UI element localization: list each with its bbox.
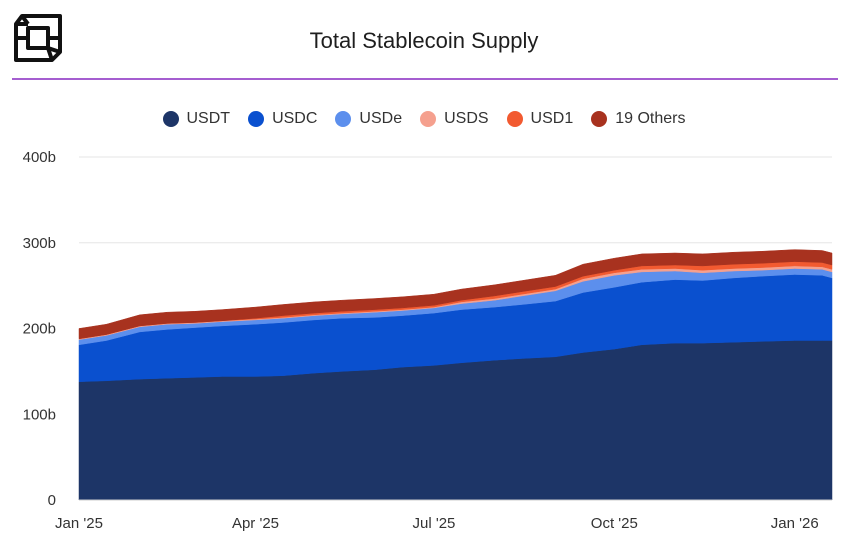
legend-label: 19 Others xyxy=(615,110,686,127)
legend-label: USDT xyxy=(186,110,231,127)
legend-swatch xyxy=(248,111,265,127)
chart-legend: USDT USDC USDe USDS USD1 19 Others xyxy=(0,110,848,128)
x-tick-label: Apr '25 xyxy=(232,515,279,532)
y-tick-label: 100b xyxy=(23,406,56,423)
legend-item-5[interactable]: 19 Others xyxy=(591,110,686,128)
legend-label: USDe xyxy=(359,110,403,127)
chart-title: Total Stablecoin Supply xyxy=(309,28,539,53)
chart-header: Total Stablecoin Supply xyxy=(0,0,848,80)
y-tick-label: 0 xyxy=(48,492,56,509)
legend-label: USD1 xyxy=(530,110,574,127)
x-tick-label: Jan '26 xyxy=(771,515,819,532)
legend-swatch xyxy=(591,111,608,127)
legend-swatch xyxy=(162,111,179,127)
x-tick-label: Jul '25 xyxy=(412,515,455,532)
legend-item-1[interactable]: USDC xyxy=(248,110,317,128)
legend-swatch xyxy=(506,111,523,127)
y-tick-label: 400b xyxy=(23,149,56,166)
legend-label: USDS xyxy=(444,110,489,127)
y-tick-label: 300b xyxy=(23,235,56,252)
cube-logo-icon xyxy=(14,14,62,62)
chart-plot: 0 100b 200b 300b 400b Jan '25 Apr '25 Jul '25 Oc… xyxy=(23,149,833,532)
x-tick-label: Jan '25 xyxy=(55,515,103,532)
area-series-5[interactable] xyxy=(78,249,833,340)
x-tick-label: Oct '25 xyxy=(591,515,638,532)
legend-item-0[interactable]: USDT xyxy=(162,110,231,128)
legend-item-4[interactable]: USD1 xyxy=(506,110,574,128)
legend-item-3[interactable]: USDS xyxy=(420,110,489,128)
header-divider xyxy=(12,78,838,80)
legend-swatch xyxy=(420,111,437,127)
y-tick-label: 200b xyxy=(23,321,56,338)
legend-item-2[interactable]: USDe xyxy=(335,110,402,128)
legend-label: USDC xyxy=(272,110,318,127)
legend-swatch xyxy=(335,111,352,127)
